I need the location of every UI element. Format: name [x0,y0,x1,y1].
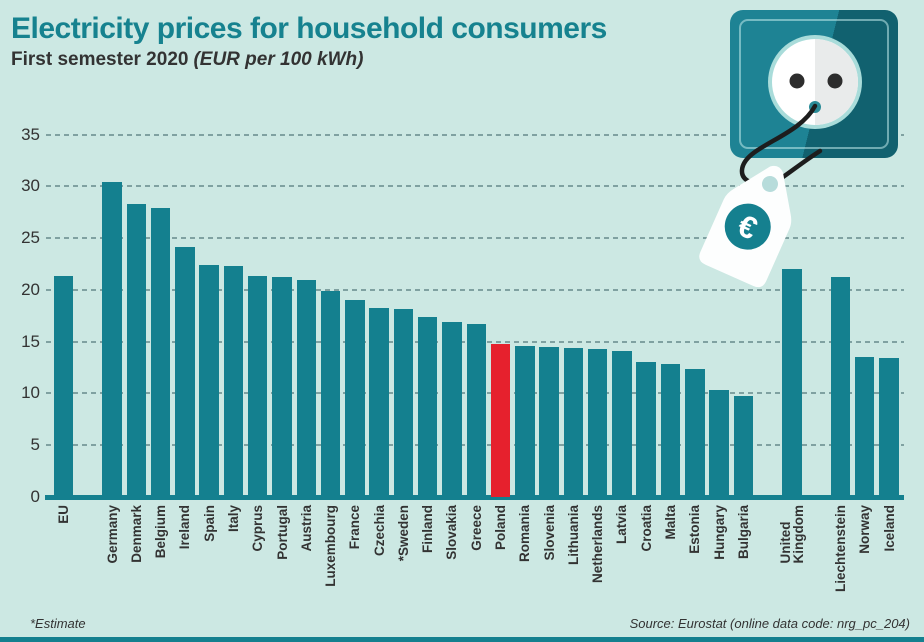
x-axis-label-liechtenstein: Liechtenstein [832,505,848,593]
x-axis-label-italy: Italy [225,505,241,533]
bar-ireland [175,247,195,497]
x-axis-label-hungary: Hungary [711,505,727,560]
x-axis-label-poland: Poland [493,505,509,551]
x-axis-label-wrap-eu: EU [50,505,78,623]
bar-bulgaria [733,395,754,497]
x-axis-label-portugal: Portugal [274,505,290,560]
x-axis-label-sweden: *Sweden [395,505,411,562]
socket-hole-right-icon [827,73,843,89]
chart-title: Electricity prices for household consume… [11,12,607,45]
x-axis-label-norway: Norway [857,505,873,554]
bar-estonia [685,368,705,497]
socket-hole-left-icon [789,73,805,89]
x-axis-label-wrap-bulgaria: Bulgaria [729,505,757,623]
price-tag-hole [762,176,778,192]
bar-portugal [272,277,292,497]
bar-croatia [636,362,656,497]
x-axis-label-denmark: Denmark [128,505,144,563]
subtitle-period: First semester 2020 [11,49,189,70]
x-axis-label-greece: Greece [468,505,484,551]
x-axis-label-ireland: Ireland [177,505,193,550]
gridline-20 [46,288,904,291]
bar-denmark [126,203,147,497]
y-axis-label-0: 0 [30,487,40,506]
price-tag: € [699,165,792,288]
x-axis-label-croatia: Croatia [638,505,654,552]
bar-eu [53,276,74,497]
x-axis-label-latvia: Latvia [614,505,630,545]
x-axis-label-belgium: Belgium [153,505,169,559]
bar-slovakia [442,322,462,497]
gridline-30 [46,185,904,188]
x-axis-label-slovenia: Slovenia [541,505,557,561]
subtitle-unit: (EUR per 100 kWh) [193,49,364,70]
x-axis-label-germany: Germany [104,505,120,564]
x-axis-label-united-kingdom: United Kingdom [777,505,806,564]
bar-germany [102,182,122,497]
x-axis-label-cyprus: Cyprus [250,505,266,552]
y-axis-label-35: 35 [21,124,40,144]
x-axis-label-finland: Finland [420,505,436,553]
bar-greece [466,324,486,497]
x-axis-label-wrap-iceland: Iceland [875,505,903,623]
x-axis-label-romania: Romania [517,505,533,563]
gridline-25 [46,237,904,240]
x-axis-label-lithuania: Lithuania [565,505,581,565]
bar-norway [854,357,875,497]
bar-italy [223,266,244,497]
x-axis-label-france: France [347,505,363,550]
x-axis-label-luxembourg: Luxembourg [323,505,339,587]
bar-iceland [879,358,899,497]
x-axis-label-czechia: Czechia [371,505,387,557]
bottom-border [0,637,924,642]
bar-lithuania [563,347,584,497]
bar-spain [199,265,219,497]
bar-cyprus [247,276,268,497]
source-credit: Source: Eurostat (online data code: nrg_… [629,616,910,631]
x-axis-label-austria: Austria [298,505,314,552]
bar-finland [417,316,438,497]
x-axis-line [45,495,904,500]
x-axis-label-malta: Malta [663,505,678,540]
bar-france [345,300,365,497]
header: Electricity prices for household consume… [11,12,607,71]
y-axis-label-25: 25 [21,228,40,248]
bar-liechtenstein [830,277,851,497]
chart-subtitle: First semester 2020 (EUR per 100 kWh) [11,49,607,71]
gridline-35 [46,133,904,136]
bar-latvia [612,351,632,497]
y-axis-label-20: 20 [21,279,40,299]
bar-luxembourg [320,290,341,497]
x-axis-label-slovakia: Slovakia [444,505,460,560]
bar-malta [660,364,681,497]
x-axis-label-iceland: Iceland [881,505,897,552]
y-axis-label-10: 10 [21,383,40,403]
bar-hungary [709,390,729,497]
bar-belgium [150,208,171,497]
socket-inner-border [739,19,889,149]
y-axis-label-5: 5 [30,435,40,455]
bar-united-kingdom [782,269,802,497]
bar-austria [296,279,317,497]
power-socket-illustration: € [699,10,898,288]
euro-badge [724,203,771,250]
x-axis-label-eu: EU [56,505,71,524]
x-axis-label-wrap-united-kingdom: United Kingdom [778,505,806,623]
x-axis-label-estonia: Estonia [687,505,703,554]
x-axis-label-netherlands: Netherlands [590,505,606,584]
bar-netherlands [587,348,608,497]
x-axis-label-bulgaria: Bulgaria [735,505,751,560]
footnote: *Estimate [30,616,86,631]
bar-poland [490,343,511,497]
bar-romania [515,345,535,497]
bar-sweden [393,308,414,497]
y-axis-label-15: 15 [21,331,40,351]
x-axis-label-spain: Spain [201,505,217,542]
y-axis-label-30: 30 [21,176,40,196]
bar-slovenia [539,346,559,497]
bar-czechia [369,307,389,497]
